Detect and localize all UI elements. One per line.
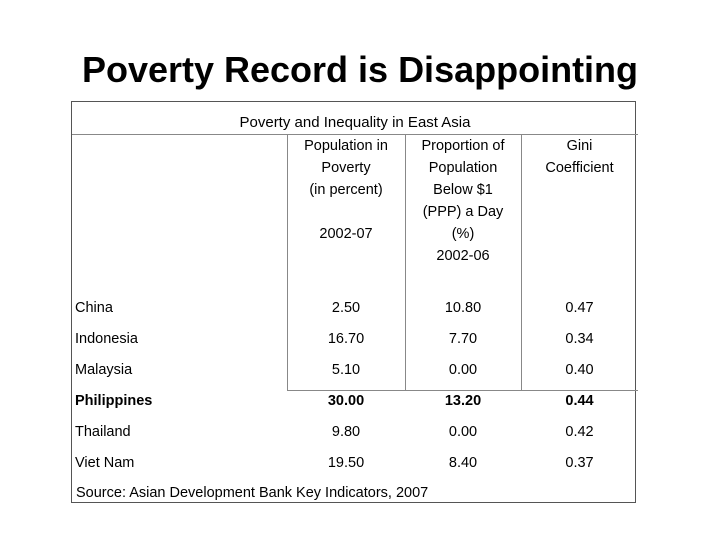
row-country-label: Indonesia <box>75 331 138 347</box>
source-note: Source: Asian Development Bank Key Indic… <box>76 485 429 501</box>
cell-gini: 0.34 <box>565 331 594 347</box>
cell-gini: 0.42 <box>565 424 594 440</box>
cell-poverty: 5.10 <box>331 362 361 378</box>
column-divider <box>405 134 406 391</box>
header-gini-coefficient: Gini Coefficient <box>545 138 614 176</box>
poverty-table: Poverty and Inequality in East Asia Popu… <box>71 101 638 503</box>
table-caption: Poverty and Inequality in East Asia <box>239 114 471 131</box>
slide-title: Poverty Record is Disappointing <box>81 49 639 90</box>
column-divider <box>287 134 288 391</box>
cell-poverty: 16.70 <box>327 331 365 347</box>
cell-below-1: 13.20 <box>444 393 482 409</box>
cell-below-1: 10.80 <box>444 300 482 316</box>
cell-gini: 0.44 <box>565 393 594 409</box>
row-country-label: China <box>75 300 113 316</box>
cell-below-1: 0.00 <box>448 424 478 440</box>
cell-gini: 0.40 <box>565 362 594 378</box>
cell-below-1: 0.00 <box>448 362 478 378</box>
row-country-label: Thailand <box>75 424 131 440</box>
row-country-label: Viet Nam <box>75 455 135 471</box>
column-divider <box>521 134 522 391</box>
row-country-label: Malaysia <box>75 362 133 378</box>
header-divider <box>72 134 638 135</box>
header-population-in-poverty: Population in Poverty (in percent) 2002-… <box>304 138 388 242</box>
cell-poverty: 9.80 <box>331 424 361 440</box>
row-divider <box>287 390 638 391</box>
cell-below-1: 7.70 <box>448 331 478 347</box>
cell-poverty: 30.00 <box>327 393 365 409</box>
cell-gini: 0.47 <box>565 300 594 316</box>
cell-gini: 0.37 <box>565 455 594 471</box>
cell-poverty: 19.50 <box>327 455 365 471</box>
row-country-label: Philippines <box>75 393 153 409</box>
cell-poverty: 2.50 <box>331 300 361 316</box>
cell-below-1: 8.40 <box>448 455 478 471</box>
header-below-1-dollar: Proportion of Population Below $1 (PPP) … <box>421 138 505 264</box>
